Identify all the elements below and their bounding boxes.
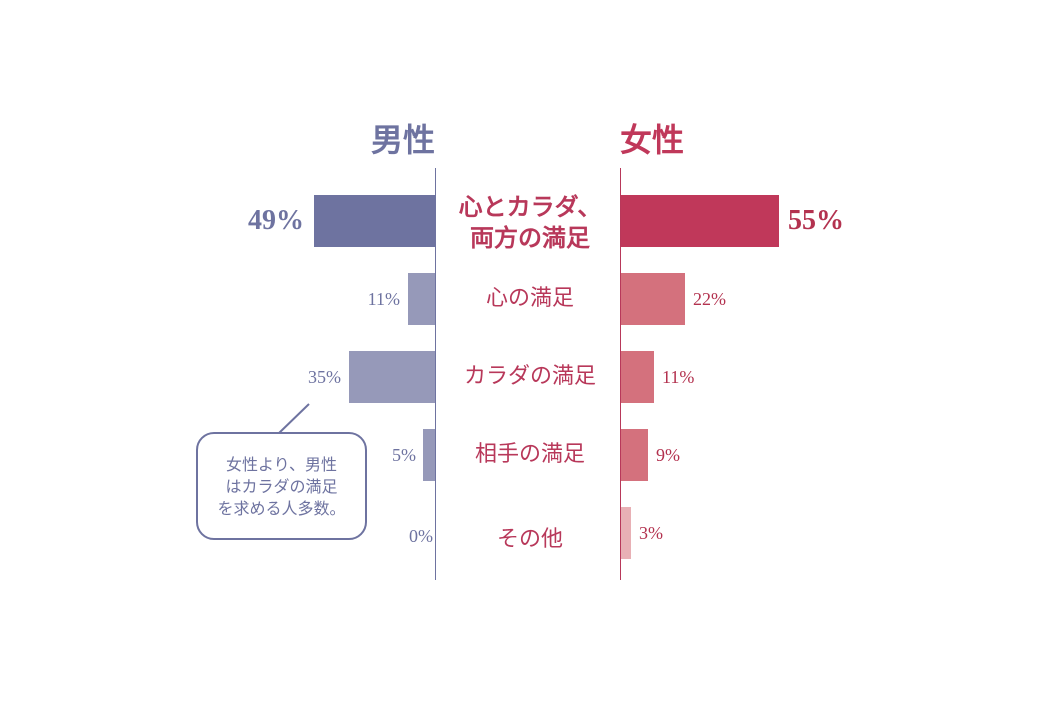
chart-row: 11% 心の満足 22% bbox=[0, 273, 1041, 325]
male-value: 49% bbox=[248, 205, 304, 236]
male-value: 11% bbox=[367, 289, 400, 309]
male-header: 男性 bbox=[370, 121, 435, 159]
male-axis-line bbox=[435, 168, 436, 580]
female-value: 55% bbox=[788, 205, 844, 236]
male-bar bbox=[408, 273, 435, 325]
female-bar bbox=[621, 429, 648, 481]
female-bar bbox=[621, 507, 631, 559]
female-bar bbox=[621, 351, 654, 403]
female-bar bbox=[621, 273, 685, 325]
male-value: 5% bbox=[392, 445, 416, 465]
category-label-line2: 両方の満足 bbox=[470, 224, 590, 252]
female-bar bbox=[621, 195, 779, 247]
male-bar bbox=[349, 351, 435, 403]
male-bar bbox=[423, 429, 435, 481]
category-label: 相手の満足 bbox=[474, 442, 585, 467]
category-label: 心の満足 bbox=[485, 286, 574, 311]
female-value: 11% bbox=[662, 367, 695, 387]
chart-row: 0% その他 3% bbox=[0, 507, 1041, 559]
chart-row: 5% 相手の満足 9% bbox=[0, 429, 1041, 481]
annotation-callout: 女性より、男性 はカラダの満足 を求める人多数。 bbox=[196, 432, 367, 540]
female-header: 女性 bbox=[620, 121, 685, 159]
category-label: その他 bbox=[496, 527, 563, 552]
category-label-line1: 心とカラダ、 bbox=[458, 193, 602, 221]
female-axis-line bbox=[620, 168, 621, 580]
chart-row: 49% 心とカラダ、 両方の満足 55% bbox=[0, 193, 1041, 252]
category-label: カラダの満足 bbox=[463, 364, 596, 389]
female-value: 3% bbox=[639, 523, 663, 543]
male-value: 0% bbox=[409, 526, 433, 546]
male-value: 35% bbox=[308, 367, 341, 387]
callout-line-2: はカラダの満足 bbox=[225, 477, 338, 496]
chart-row: 35% カラダの満足 11% bbox=[0, 351, 1041, 403]
male-bar bbox=[314, 195, 435, 247]
female-value: 9% bbox=[656, 445, 680, 465]
callout-line-1: 女性より、男性 bbox=[225, 455, 338, 474]
callout-line-3: を求める人多数。 bbox=[217, 499, 346, 518]
category-label: 心とカラダ、 両方の満足 bbox=[445, 192, 615, 254]
female-value: 22% bbox=[693, 289, 726, 309]
